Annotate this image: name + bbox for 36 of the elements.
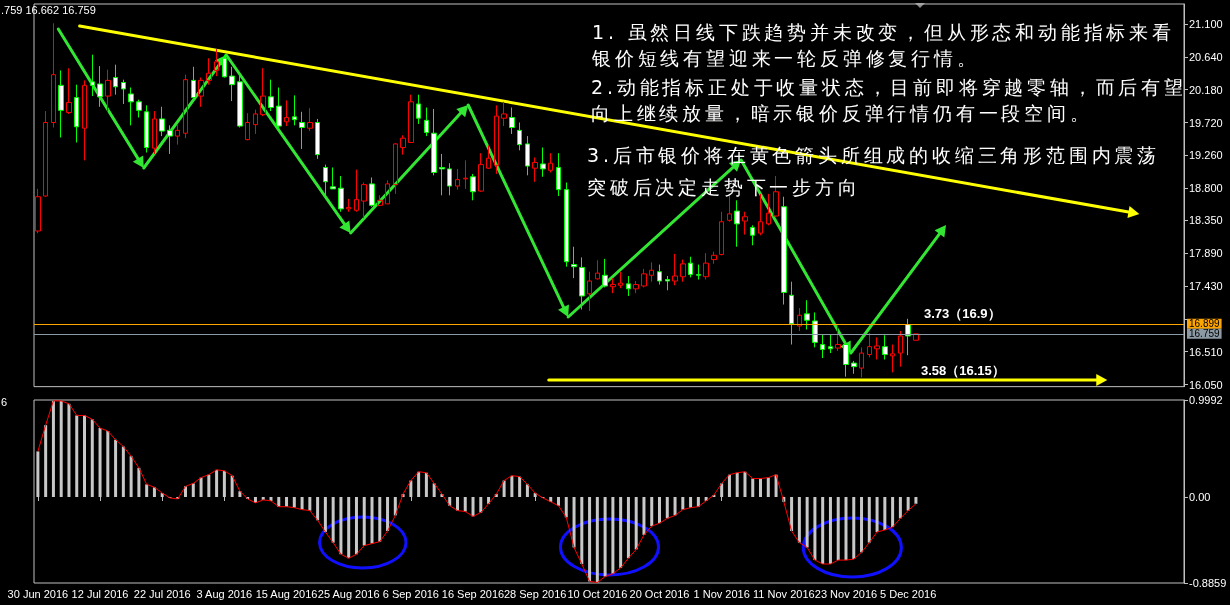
y-tick-label: 18.350 — [1189, 214, 1223, 227]
text: 6 — [1, 396, 8, 409]
x-tick-label: 30 Jun 2016 — [7, 587, 69, 600]
ref-line-label: 16.899 — [1189, 318, 1221, 330]
y-tick-label: 18.800 — [1189, 182, 1223, 195]
x-tick-label: 16 Sep 2016 — [441, 587, 505, 600]
x-tick-label: 23 Nov 2016 — [814, 587, 878, 600]
y-tick-label: 21.100 — [1189, 17, 1223, 30]
y-tick-label: 0.00 — [1189, 491, 1211, 503]
y-tick-label: 19.720 — [1189, 116, 1223, 129]
ref-line-label: 16.759 — [1189, 328, 1221, 340]
y-tick-label: 17.890 — [1189, 247, 1223, 260]
x-tick-label: 28 Sep 2016 — [503, 587, 567, 600]
annotation: 3.58（16.15） — [921, 363, 1005, 378]
x-tick-label: 6 Sep 2016 — [382, 587, 439, 600]
x-tick-label: 1 Nov 2016 — [693, 587, 750, 600]
x-tick-label: 10 Oct 2016 — [567, 587, 628, 600]
annotation: 3.73（16.9） — [924, 305, 1001, 321]
x-tick-label: 5 Dec 2016 — [880, 587, 937, 600]
x-tick-label: 11 Nov 2016 — [753, 587, 815, 600]
y-tick-label: 16.510 — [1189, 345, 1223, 358]
y-tick-label: 19.260 — [1189, 149, 1223, 162]
y-tick-label: 0.9992 — [1189, 394, 1223, 406]
x-tick-label: 25 Aug 2016 — [317, 587, 380, 600]
x-tick-label: 12 Jul 2016 — [71, 587, 129, 600]
y-tick-label: 16.050 — [1189, 378, 1223, 391]
y-tick-label: -0.8859 — [1189, 577, 1227, 589]
x-tick-label: 20 Oct 2016 — [629, 587, 690, 600]
y-tick-label: 17.430 — [1189, 279, 1223, 292]
x-tick-label: 22 Jul 2016 — [133, 587, 191, 600]
y-tick-label: 20.180 — [1189, 83, 1223, 96]
x-tick-label: 3 Aug 2016 — [196, 587, 253, 600]
x-tick-label: 15 Aug 2016 — [255, 587, 318, 600]
y-tick-label: 20.640 — [1189, 50, 1223, 63]
annotation: 1. 虽然日线下跌趋势并未改变，但从形态和动能指标来看银价短线有望迎来一轮反弹修复行情。 — [592, 20, 1176, 71]
annotation: .759 16.662 16.759 — [1, 4, 96, 17]
